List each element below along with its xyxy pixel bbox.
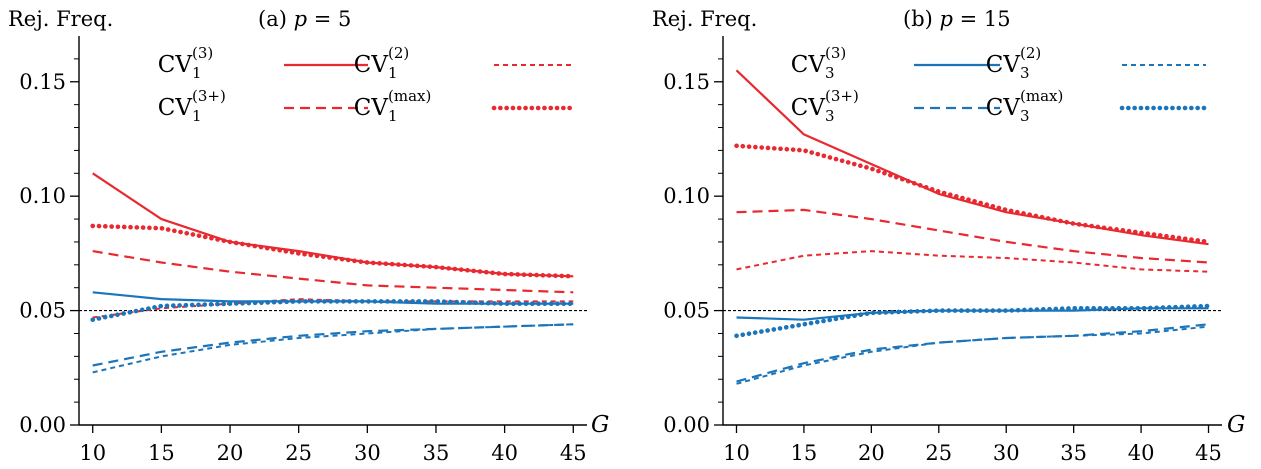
legend-label-subscript: 3 — [825, 107, 835, 125]
x-tick-label: 20 — [858, 441, 885, 465]
panel-title-variable: p — [294, 7, 307, 31]
panel-b: Rej. Freq. (b) p = 15 G 0.00 0.05 0.10 0.15… — [652, 7, 1245, 465]
axes: 0.00 0.05 0.10 0.15 10 15 20 25 30 35 40 45 — [663, 36, 1222, 465]
x-tick-label: 10 — [79, 441, 106, 465]
legend-entry: CV (max) 1 — [354, 87, 577, 125]
series-line-red-dot — [734, 143, 1211, 245]
legend-label-base: CV — [158, 95, 193, 121]
panel-title-prefix: (b) — [903, 7, 933, 31]
legend-label: CV — [791, 52, 826, 78]
y-tick-label: 0.15 — [19, 70, 66, 94]
legend-label: CV — [158, 52, 193, 78]
legend-label-superscript: (2) — [1020, 44, 1041, 62]
series-line-blue-short-dash — [92, 323, 574, 374]
x-tick-label: 25 — [285, 441, 312, 465]
legend-label-base: CV — [354, 95, 389, 121]
y-axis-label: Rej. Freq. — [652, 7, 757, 31]
legend-entry: CV (2) 3 — [986, 44, 1206, 82]
x-tick-label: 30 — [354, 441, 381, 465]
legend-label-superscript: (max) — [1020, 87, 1063, 105]
legend-label-subscript: 1 — [388, 107, 398, 125]
x-tick-label: 45 — [560, 441, 587, 465]
legend-label-superscript: (max) — [388, 87, 431, 105]
series-line-red-dash — [92, 250, 574, 294]
y-tick-label: 0.00 — [19, 413, 66, 437]
panel-title-value: = 5 — [307, 7, 351, 31]
legend-label-subscript: 3 — [1020, 107, 1030, 125]
panel-title-variable: p — [940, 7, 953, 31]
panel-a: Rej. Freq. (a) p = 5 G 0.00 0.05 0.10 0.15 1… — [8, 7, 609, 465]
legend-label: CV — [354, 95, 389, 121]
x-tick-label: 40 — [491, 441, 518, 465]
x-tick-label: 15 — [148, 441, 175, 465]
legend-label-base: CV — [158, 52, 193, 78]
legend-label-subscript: 3 — [825, 64, 835, 82]
legend-entry: CV (3) 3 — [791, 44, 1000, 82]
series-line-red-solid — [92, 172, 574, 278]
legend-entry: CV (3+) 3 — [791, 87, 1000, 125]
legend-label-subscript: 1 — [192, 64, 202, 82]
x-tick-label: 35 — [423, 441, 450, 465]
series-layer — [734, 69, 1211, 385]
legend-label: CV — [158, 95, 193, 121]
x-axis-label: G — [591, 412, 609, 438]
x-tick-label: 30 — [993, 441, 1020, 465]
legend-label: CV — [986, 95, 1021, 121]
legend-label-superscript: (3) — [192, 44, 213, 62]
series-line-blue-dash — [736, 323, 1209, 383]
legend-label-superscript: (2) — [388, 44, 409, 62]
legend-label-base: CV — [986, 95, 1021, 121]
x-tick-label: 45 — [1195, 441, 1222, 465]
panel-title: (a) p = 5 — [258, 7, 351, 31]
legend: CV (3)3 CV (2)3CV (3+)3 CV (max)3 — [791, 44, 1209, 125]
legend-label: CV — [986, 52, 1021, 78]
legend-label-subscript: 1 — [388, 64, 398, 82]
x-tick-label: 25 — [925, 441, 952, 465]
series-line-blue-short-dash — [736, 325, 1209, 385]
legend-label: CV — [354, 52, 389, 78]
legend-label-superscript: (3+) — [192, 87, 226, 105]
legend-label-base: CV — [354, 52, 389, 78]
legend-label-subscript: 1 — [192, 107, 202, 125]
series-line-blue-dot — [90, 299, 576, 323]
panel-title: (b) p = 15 — [903, 7, 1011, 31]
series-line-red-short-dash — [736, 250, 1209, 273]
legend-label-base: CV — [791, 95, 826, 121]
y-tick-label: 0.15 — [663, 70, 710, 94]
x-tick-label: 40 — [1128, 441, 1155, 465]
panel-title-value: = 15 — [953, 7, 1011, 31]
legend-label-base: CV — [986, 52, 1021, 78]
axes: 0.00 0.05 0.10 0.15 10 15 20 25 30 35 40 45 — [19, 36, 587, 465]
legend-label-base: CV — [791, 52, 826, 78]
y-tick-label: 0.05 — [19, 299, 66, 323]
y-tick-label: 0.05 — [663, 299, 710, 323]
series-line-blue-dash — [92, 323, 574, 367]
y-tick-label: 0.10 — [19, 184, 66, 208]
series-line-red-dot — [90, 223, 576, 279]
legend: CV (3)1 CV (2)1CV (3+)1 CV (max)1 — [158, 44, 577, 125]
series-layer — [90, 172, 576, 374]
x-axis-label: G — [1227, 412, 1245, 438]
legend-label-superscript: (3+) — [825, 87, 859, 105]
x-tick-label: 10 — [723, 441, 750, 465]
legend-entry: CV (3+) 1 — [158, 87, 368, 125]
series-line-blue-dot — [734, 303, 1211, 339]
legend-entry: CV (2) 1 — [354, 44, 574, 82]
y-tick-label: 0.00 — [663, 413, 710, 437]
x-tick-label: 35 — [1060, 441, 1087, 465]
y-tick-label: 0.10 — [663, 184, 710, 208]
legend-entry: CV (3) 1 — [158, 44, 368, 82]
legend-label-subscript: 3 — [1020, 64, 1030, 82]
legend-entry: CV (max) 3 — [986, 87, 1209, 125]
y-axis-label: Rej. Freq. — [8, 7, 113, 31]
legend-label: CV — [791, 95, 826, 121]
x-tick-label: 15 — [791, 441, 818, 465]
panel-title-prefix: (a) — [258, 7, 287, 31]
x-tick-label: 20 — [217, 441, 244, 465]
legend-label-superscript: (3) — [825, 44, 846, 62]
